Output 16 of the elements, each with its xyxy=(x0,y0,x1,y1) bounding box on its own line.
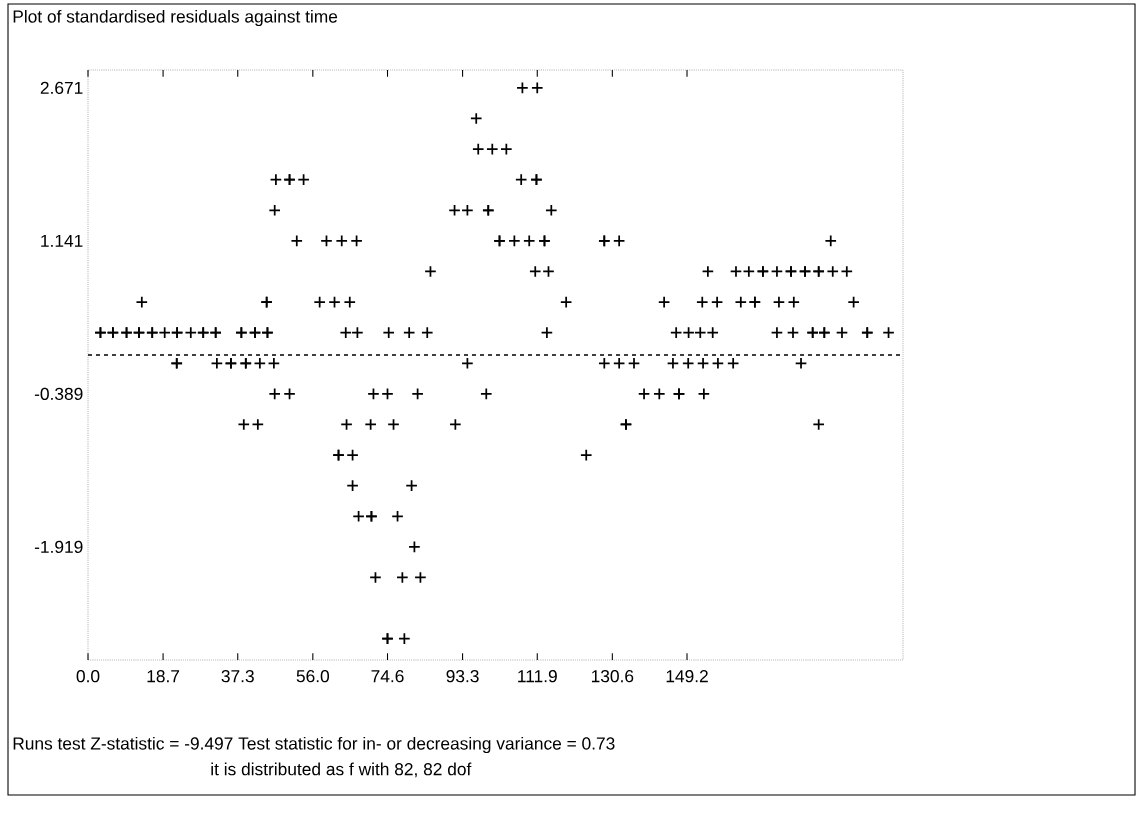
x-tick-label: 93.3 xyxy=(446,670,479,683)
x-tick-label: 149.2 xyxy=(666,670,708,683)
text: it is distributed as f with 82, 82 dof xyxy=(211,762,472,778)
y-tick-label: 2.671 xyxy=(40,81,83,95)
y-tick-label: -1.919 xyxy=(34,540,83,554)
x-tick-label: 74.6 xyxy=(371,670,404,683)
x-tick-label: 56.0 xyxy=(296,670,330,683)
chart-title: Plot of standardised residuals against time xyxy=(13,9,338,27)
y-tick-label: -0.389 xyxy=(34,387,83,401)
x-tick-label: 37.3 xyxy=(221,670,254,683)
x-tick-label: 18.7 xyxy=(147,670,180,683)
text: Runs test Z-statistic = -9.497 Test statistic for in- or decreasing variance = 0.73 xyxy=(13,736,615,754)
x-tick-label: 0.0 xyxy=(76,670,100,683)
x-tick-label: 130.6 xyxy=(591,670,634,683)
x-tick-label: 111.9 xyxy=(518,670,557,683)
y-tick-label: 1.141 xyxy=(41,234,83,247)
